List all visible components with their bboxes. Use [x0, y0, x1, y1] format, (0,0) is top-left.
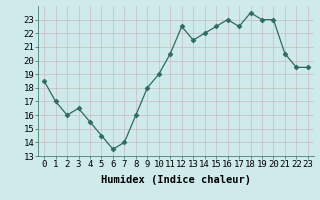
- X-axis label: Humidex (Indice chaleur): Humidex (Indice chaleur): [101, 175, 251, 185]
